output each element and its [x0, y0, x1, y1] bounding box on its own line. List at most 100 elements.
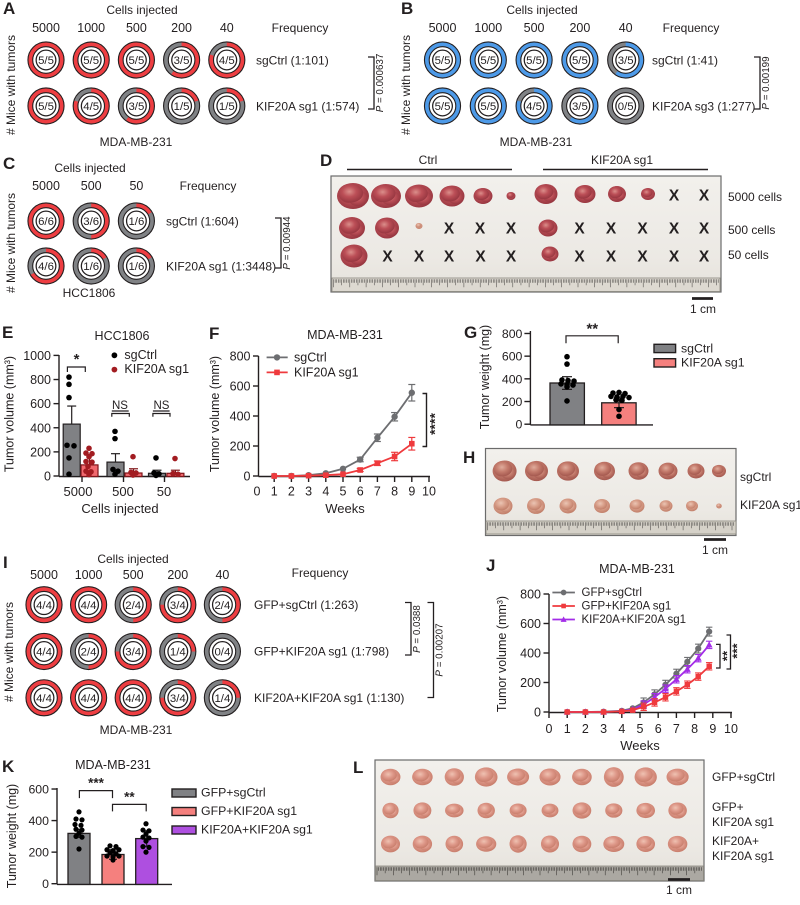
svg-text:200: 200	[502, 395, 523, 409]
svg-text:Ctrl: Ctrl	[419, 153, 438, 167]
svg-text:400: 400	[230, 410, 251, 424]
svg-text:KIF20A sg3 (1:277): KIF20A sg3 (1:277)	[652, 100, 755, 114]
svg-text:2/4: 2/4	[125, 600, 141, 612]
svg-text:E: E	[2, 323, 13, 342]
svg-text:GFP+sgCtrl: GFP+sgCtrl	[582, 587, 642, 599]
svg-text:800: 800	[230, 350, 251, 364]
svg-text:5/5: 5/5	[480, 101, 496, 113]
svg-text:I: I	[3, 553, 8, 572]
svg-text:4/5: 4/5	[526, 101, 542, 113]
svg-text:5: 5	[340, 485, 347, 499]
svg-text:GFP+KIF20A sg1: GFP+KIF20A sg1	[201, 804, 297, 818]
svg-text:Cells injected: Cells injected	[506, 3, 577, 17]
svg-text:sgCtrl: sgCtrl	[681, 341, 713, 355]
svg-text:J: J	[486, 556, 495, 575]
svg-text:A: A	[3, 0, 15, 18]
svg-text:K: K	[2, 757, 15, 776]
svg-text:3/6: 3/6	[83, 216, 99, 228]
svg-text:50: 50	[157, 484, 171, 499]
svg-text:5000: 5000	[32, 21, 60, 35]
svg-text:3/5: 3/5	[572, 101, 588, 113]
svg-text:200: 200	[569, 21, 590, 35]
svg-text:800: 800	[520, 588, 541, 602]
svg-text:F: F	[209, 324, 219, 343]
svg-text:400: 400	[30, 421, 51, 435]
svg-text:X: X	[637, 249, 648, 266]
svg-text:800: 800	[30, 373, 51, 387]
svg-text:Cells injected: Cells injected	[81, 501, 158, 516]
svg-text:3: 3	[305, 485, 312, 499]
svg-text:600: 600	[28, 783, 49, 797]
svg-text:GFP+KIF20A sg1 (1:798): GFP+KIF20A sg1 (1:798)	[254, 645, 389, 659]
svg-text:X: X	[444, 249, 455, 266]
svg-text:X: X	[444, 221, 455, 238]
svg-text:KIF20A sg1: KIF20A sg1	[294, 366, 359, 380]
svg-text:Cells injected: Cells injected	[97, 552, 168, 566]
svg-text:3/4: 3/4	[125, 647, 141, 659]
svg-text:2: 2	[582, 722, 589, 736]
svg-text:10: 10	[724, 722, 738, 736]
svg-text:600: 600	[502, 350, 523, 364]
svg-text:KIF20A+KIF20A sg1 (1:130): KIF20A+KIF20A sg1 (1:130)	[254, 691, 404, 705]
svg-text:Cells injected: Cells injected	[54, 161, 125, 175]
svg-text:0: 0	[546, 722, 553, 736]
svg-text:500: 500	[524, 21, 545, 35]
svg-text:*: *	[74, 351, 80, 368]
svg-text:8: 8	[391, 485, 398, 499]
svg-text:MDA-MB-231: MDA-MB-231	[75, 758, 151, 772]
svg-text:200: 200	[230, 440, 251, 454]
svg-text:0/5: 0/5	[618, 101, 634, 113]
svg-text:X: X	[506, 221, 517, 238]
svg-text:GFP+KIF20A sg1: GFP+KIF20A sg1	[582, 601, 672, 613]
svg-text:600: 600	[520, 617, 541, 631]
svg-text:X: X	[669, 188, 680, 205]
svg-text:1000: 1000	[474, 21, 502, 35]
svg-text:D: D	[320, 151, 332, 170]
svg-text:1000: 1000	[77, 21, 105, 35]
svg-text:KIF20A sg1: KIF20A sg1	[681, 356, 745, 370]
svg-text:X: X	[475, 221, 486, 238]
svg-text:P = 0.00944: P = 0.00944	[282, 216, 293, 270]
svg-text:Tumor weight (mg): Tumor weight (mg)	[5, 784, 19, 888]
svg-text:Cells injected: Cells injected	[106, 3, 177, 17]
svg-text:P = 0.000637: P = 0.000637	[375, 54, 386, 113]
svg-text:1 cm: 1 cm	[702, 543, 728, 557]
svg-text:KIF20A sg1: KIF20A sg1	[712, 815, 774, 829]
svg-text:***: ***	[729, 642, 744, 658]
svg-text:5/5: 5/5	[38, 55, 54, 67]
svg-text:4/4: 4/4	[36, 647, 52, 659]
svg-text:P = 0.00199: P = 0.00199	[761, 56, 772, 109]
svg-text:500 cells: 500 cells	[728, 223, 775, 237]
svg-text:sgCtrl (1:101): sgCtrl (1:101)	[256, 54, 329, 68]
svg-text:MDA-MB-231: MDA-MB-231	[100, 723, 173, 737]
svg-text:# Mice with tumors: # Mice with tumors	[4, 35, 18, 135]
svg-text:sgCtrl (1:41): sgCtrl (1:41)	[652, 54, 718, 68]
svg-text:KIF20A sg1: KIF20A sg1	[591, 153, 653, 167]
svg-text:1: 1	[564, 722, 571, 736]
svg-text:**: **	[719, 650, 734, 661]
svg-text:3/5: 3/5	[618, 55, 634, 67]
svg-text:5/5: 5/5	[38, 101, 54, 113]
svg-text:Weeks: Weeks	[325, 501, 365, 516]
svg-text:0: 0	[42, 877, 49, 891]
svg-text:X: X	[699, 249, 710, 266]
svg-text:4/4: 4/4	[36, 600, 52, 612]
svg-text:4/4: 4/4	[81, 693, 97, 705]
svg-text:KIF20A sg1 (1:574): KIF20A sg1 (1:574)	[256, 100, 359, 114]
svg-text:MDA-MB-231: MDA-MB-231	[100, 135, 173, 149]
svg-text:5: 5	[637, 722, 644, 736]
svg-text:G: G	[464, 323, 477, 342]
svg-text:2/4: 2/4	[81, 647, 97, 659]
svg-text:MDA-MB-231: MDA-MB-231	[500, 135, 573, 149]
svg-text:4/6: 4/6	[38, 261, 54, 273]
svg-text:**: **	[124, 789, 135, 804]
svg-text:40: 40	[220, 21, 234, 35]
svg-text:NS: NS	[154, 400, 170, 412]
svg-text:5000: 5000	[64, 484, 93, 499]
svg-text:1/6: 1/6	[128, 261, 144, 273]
svg-text:4: 4	[618, 722, 625, 736]
svg-text:2/4: 2/4	[214, 600, 230, 612]
svg-text:500: 500	[123, 568, 144, 582]
svg-text:1 cm: 1 cm	[666, 883, 692, 897]
svg-text:10: 10	[422, 485, 436, 499]
